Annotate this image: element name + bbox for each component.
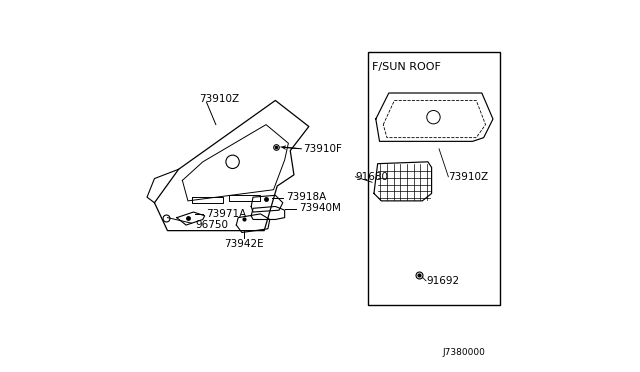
Text: 91692: 91692 [426,276,459,286]
Text: 73940M: 73940M [300,203,341,213]
Text: 73910Z: 73910Z [449,172,488,182]
Text: 73942E: 73942E [224,239,264,248]
Text: 73910Z: 73910Z [199,94,239,103]
Text: J7380000: J7380000 [443,348,486,357]
Text: 73918A: 73918A [287,192,327,202]
Text: 91680: 91680 [355,172,388,182]
Text: 73910F: 73910F [303,144,342,154]
Text: F/SUN ROOF: F/SUN ROOF [372,62,441,72]
Text: 73971A: 73971A [207,209,247,219]
Text: 96750: 96750 [195,220,228,230]
Bar [369,52,500,305]
